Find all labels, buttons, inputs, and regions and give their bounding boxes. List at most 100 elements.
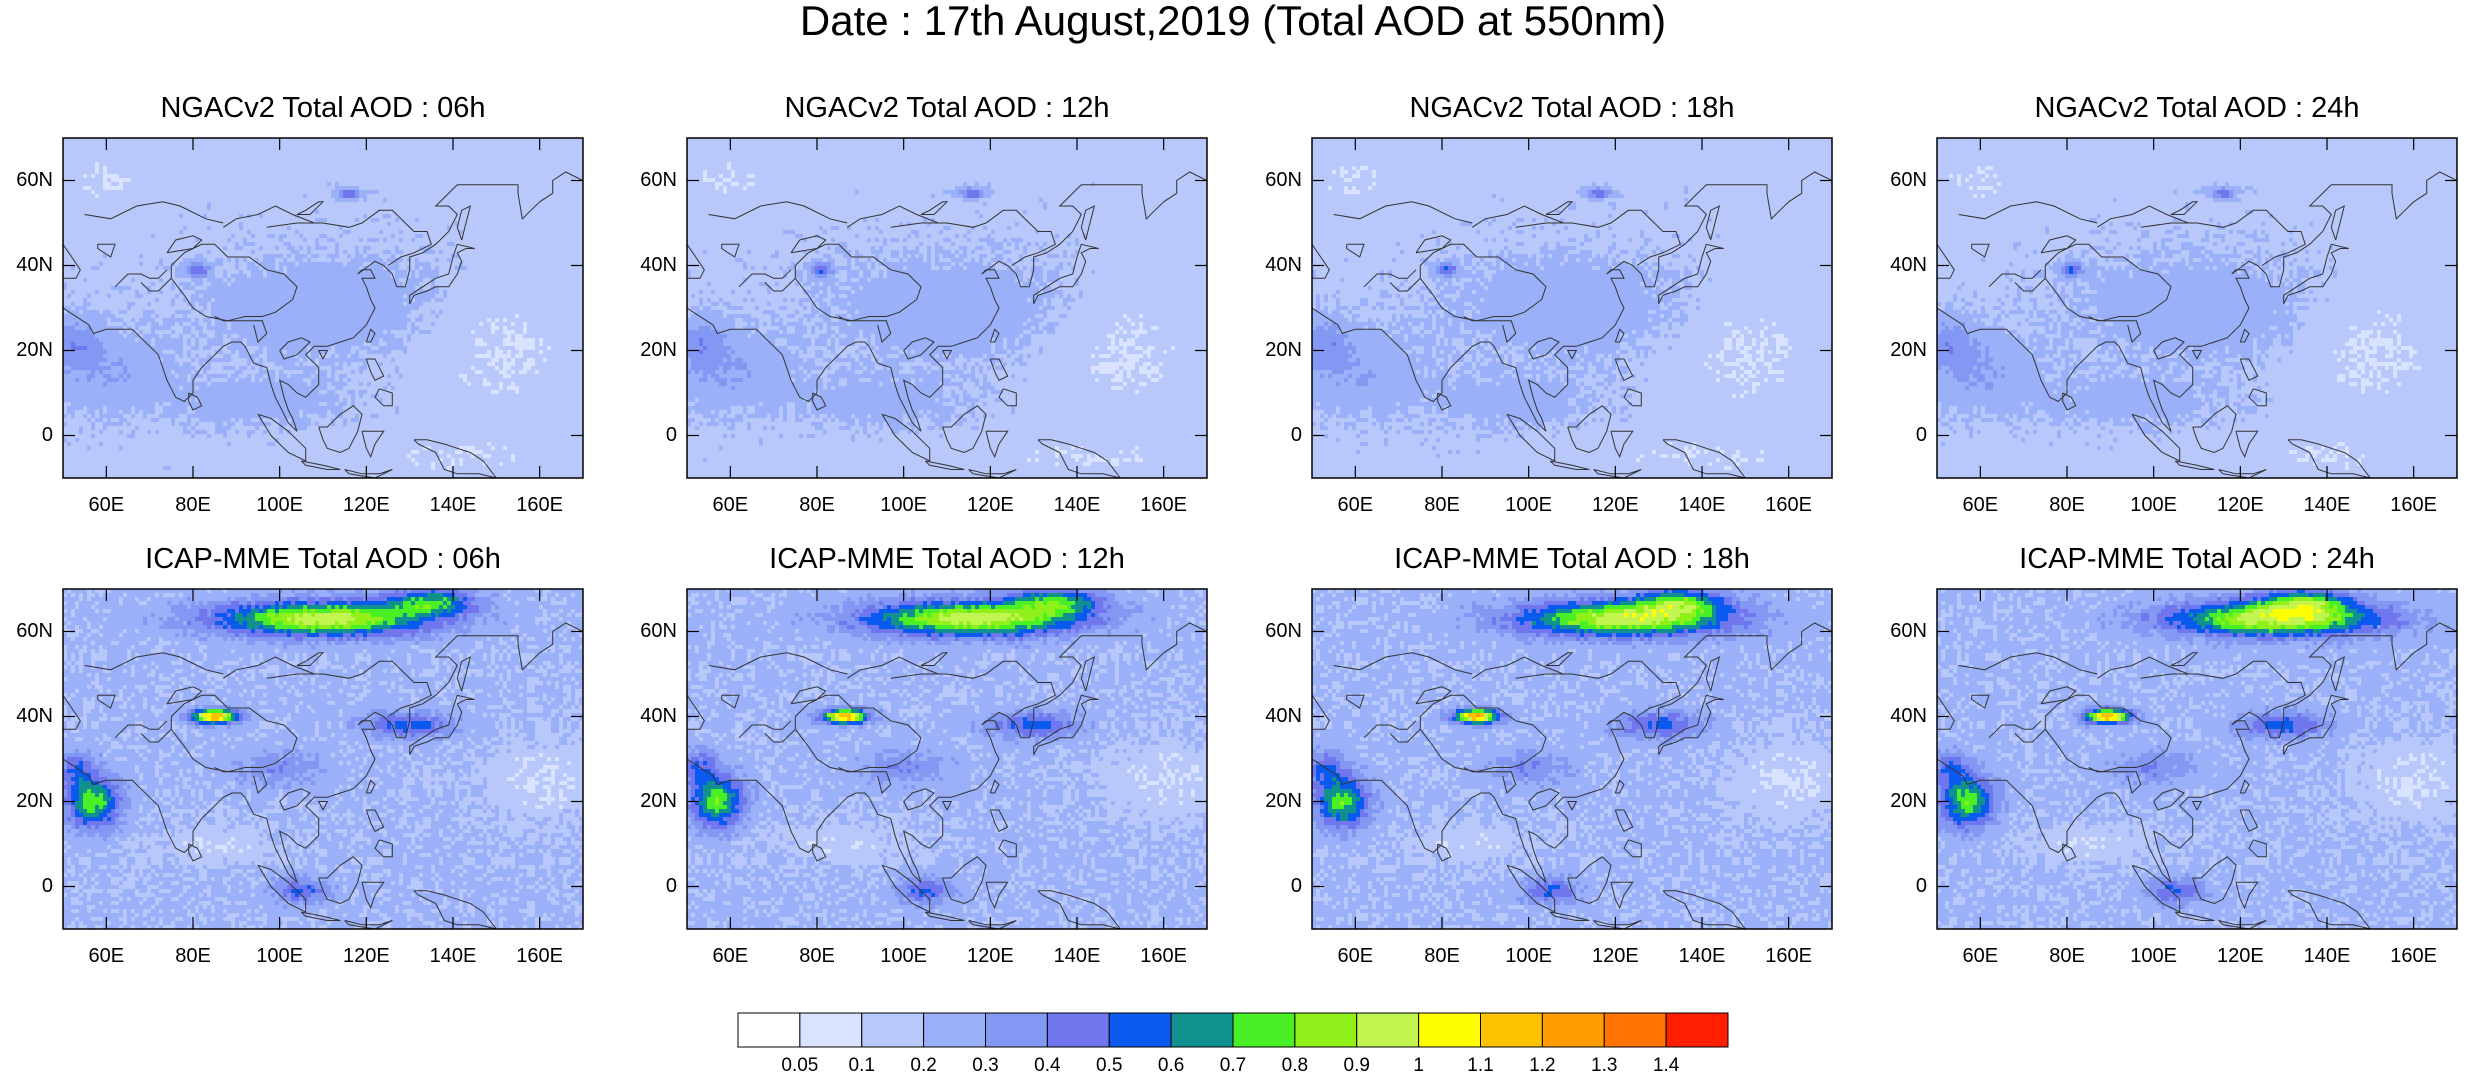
colorbar-label: 0.7	[1208, 1055, 1258, 1077]
lon-tick-label: 160E	[505, 494, 575, 517]
colorbar-label: 0.4	[1022, 1055, 1072, 1077]
colorbar-swatch	[1295, 1013, 1357, 1047]
aod-field	[687, 138, 1207, 478]
colorbar-label: 0.5	[1084, 1055, 1134, 1077]
lat-tick-label: 60N	[617, 620, 677, 643]
lat-tick-label: 20N	[0, 790, 53, 813]
lon-tick-label: 120E	[1580, 945, 1650, 968]
lon-tick-label: 140E	[2292, 945, 2362, 968]
aod-field	[1312, 589, 1832, 929]
colorbar-swatch	[1171, 1013, 1233, 1047]
lon-tick-label: 100E	[2119, 494, 2189, 517]
lon-tick-label: 140E	[418, 494, 488, 517]
lat-tick-label: 0	[1242, 875, 1302, 898]
lon-tick-label: 120E	[955, 494, 1025, 517]
colorbar-label: 1.1	[1456, 1055, 1506, 1077]
lat-tick-label: 0	[0, 875, 53, 898]
lon-tick-label: 60E	[1945, 945, 2015, 968]
lon-tick-label: 160E	[1129, 494, 1199, 517]
aod-panel-6	[687, 589, 1207, 929]
lat-tick-label: 40N	[617, 254, 677, 277]
aod-field	[63, 589, 583, 929]
lat-tick-label: 40N	[1867, 705, 1927, 728]
colorbar-label: 0.3	[961, 1055, 1011, 1077]
lat-tick-label: 60N	[1242, 169, 1302, 192]
colorbar-swatch	[1233, 1013, 1295, 1047]
lat-tick-label: 60N	[0, 620, 53, 643]
lon-tick-label: 160E	[1754, 945, 1824, 968]
aod-field	[1312, 138, 1832, 478]
aod-panel-1	[63, 138, 583, 478]
lat-tick-label: 20N	[1867, 790, 1927, 813]
lon-tick-label: 100E	[869, 945, 939, 968]
lon-tick-label: 100E	[869, 494, 939, 517]
aod-panel-5	[63, 589, 583, 929]
lat-tick-label: 20N	[617, 790, 677, 813]
colorbar-label: 0.8	[1270, 1055, 1320, 1077]
lon-tick-label: 120E	[2205, 494, 2275, 517]
lon-tick-label: 80E	[2032, 945, 2102, 968]
colorbar-swatch	[1666, 1013, 1728, 1047]
lon-tick-label: 60E	[71, 494, 141, 517]
lon-tick-label: 120E	[955, 945, 1025, 968]
lon-tick-label: 120E	[331, 494, 401, 517]
lon-tick-label: 120E	[1580, 494, 1650, 517]
lon-tick-label: 160E	[1754, 494, 1824, 517]
panel-title: NGACv2 Total AOD : 24h	[1937, 92, 2457, 125]
lat-tick-label: 0	[1242, 424, 1302, 447]
colorbar-swatch	[800, 1013, 862, 1047]
lon-tick-label: 80E	[158, 945, 228, 968]
lat-tick-label: 40N	[1867, 254, 1927, 277]
aod-panel-7	[1312, 589, 1832, 929]
panel-title: ICAP-MME Total AOD : 24h	[1937, 543, 2457, 576]
lat-tick-label: 0	[1867, 875, 1927, 898]
lat-tick-label: 20N	[1242, 339, 1302, 362]
colorbar-swatch	[738, 1013, 800, 1047]
colorbar-swatch	[1481, 1013, 1543, 1047]
lat-tick-label: 0	[0, 424, 53, 447]
colorbar-label: 1	[1394, 1055, 1444, 1077]
colorbar-label: 0.05	[775, 1055, 825, 1077]
colorbar-label: 1.3	[1579, 1055, 1629, 1077]
lat-tick-label: 40N	[0, 705, 53, 728]
lat-tick-label: 0	[617, 875, 677, 898]
colorbar-swatch	[1542, 1013, 1604, 1047]
lon-tick-label: 140E	[1042, 494, 1112, 517]
lon-tick-label: 160E	[505, 945, 575, 968]
lon-tick-label: 120E	[331, 945, 401, 968]
lon-tick-label: 80E	[158, 494, 228, 517]
lon-tick-label: 140E	[418, 945, 488, 968]
colorbar	[738, 1013, 1728, 1047]
lon-tick-label: 140E	[2292, 494, 2362, 517]
colorbar-swatch	[1604, 1013, 1666, 1047]
panel-title: NGACv2 Total AOD : 12h	[687, 92, 1207, 125]
lon-tick-label: 80E	[1407, 494, 1477, 517]
lat-tick-label: 40N	[0, 254, 53, 277]
lat-tick-label: 40N	[1242, 254, 1302, 277]
colorbar-swatch	[862, 1013, 924, 1047]
lat-tick-label: 40N	[617, 705, 677, 728]
lon-tick-label: 80E	[1407, 945, 1477, 968]
aod-panel-2	[687, 138, 1207, 478]
lon-tick-label: 100E	[1494, 494, 1564, 517]
lon-tick-label: 100E	[1494, 945, 1564, 968]
lon-tick-label: 60E	[1320, 945, 1390, 968]
lat-tick-label: 60N	[1242, 620, 1302, 643]
lat-tick-label: 20N	[1242, 790, 1302, 813]
panel-title: NGACv2 Total AOD : 06h	[63, 92, 583, 125]
lon-tick-label: 120E	[2205, 945, 2275, 968]
panel-title: ICAP-MME Total AOD : 12h	[687, 543, 1207, 576]
colorbar-swatch	[1047, 1013, 1109, 1047]
lon-tick-label: 80E	[782, 494, 852, 517]
aod-field	[1937, 138, 2457, 478]
aod-field	[687, 589, 1207, 929]
lon-tick-label: 160E	[2379, 945, 2449, 968]
lat-tick-label: 20N	[617, 339, 677, 362]
colorbar-label: 0.2	[899, 1055, 949, 1077]
colorbar-swatch	[986, 1013, 1048, 1047]
colorbar-swatch	[924, 1013, 986, 1047]
colorbar-swatch	[1357, 1013, 1419, 1047]
colorbar-swatch	[1109, 1013, 1171, 1047]
panel-title: NGACv2 Total AOD : 18h	[1312, 92, 1832, 125]
